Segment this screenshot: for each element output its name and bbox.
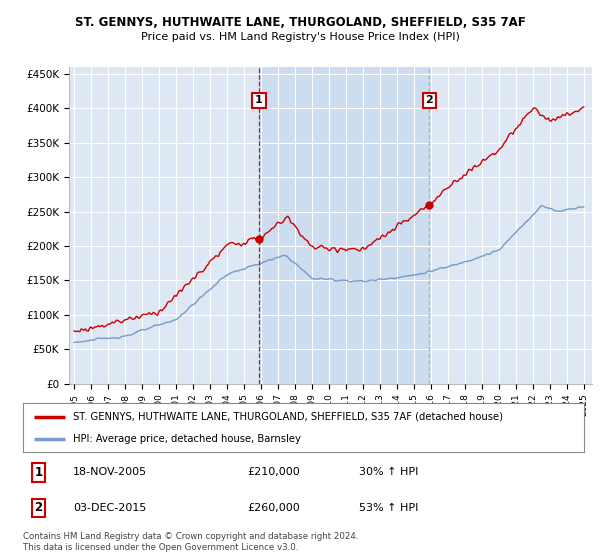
- Text: HPI: Average price, detached house, Barnsley: HPI: Average price, detached house, Barn…: [73, 434, 301, 444]
- Text: 2: 2: [425, 95, 433, 105]
- Text: Contains HM Land Registry data © Crown copyright and database right 2024.: Contains HM Land Registry data © Crown c…: [23, 532, 358, 541]
- Text: 03-DEC-2015: 03-DEC-2015: [73, 503, 146, 513]
- Text: 30% ↑ HPI: 30% ↑ HPI: [359, 468, 419, 478]
- Bar: [259, 67, 430, 384]
- Text: £260,000: £260,000: [247, 503, 300, 513]
- Text: 2: 2: [34, 501, 43, 514]
- Text: 53% ↑ HPI: 53% ↑ HPI: [359, 503, 419, 513]
- Text: 1: 1: [34, 466, 43, 479]
- Text: 18-NOV-2005: 18-NOV-2005: [73, 468, 148, 478]
- Text: 1: 1: [255, 95, 263, 105]
- Text: ST. GENNYS, HUTHWAITE LANE, THURGOLAND, SHEFFIELD, S35 7AF (detached house): ST. GENNYS, HUTHWAITE LANE, THURGOLAND, …: [73, 412, 503, 422]
- Text: ST. GENNYS, HUTHWAITE LANE, THURGOLAND, SHEFFIELD, S35 7AF: ST. GENNYS, HUTHWAITE LANE, THURGOLAND, …: [74, 16, 526, 29]
- Text: Price paid vs. HM Land Registry's House Price Index (HPI): Price paid vs. HM Land Registry's House …: [140, 32, 460, 43]
- Text: £210,000: £210,000: [247, 468, 300, 478]
- Text: This data is licensed under the Open Government Licence v3.0.: This data is licensed under the Open Gov…: [23, 543, 298, 552]
